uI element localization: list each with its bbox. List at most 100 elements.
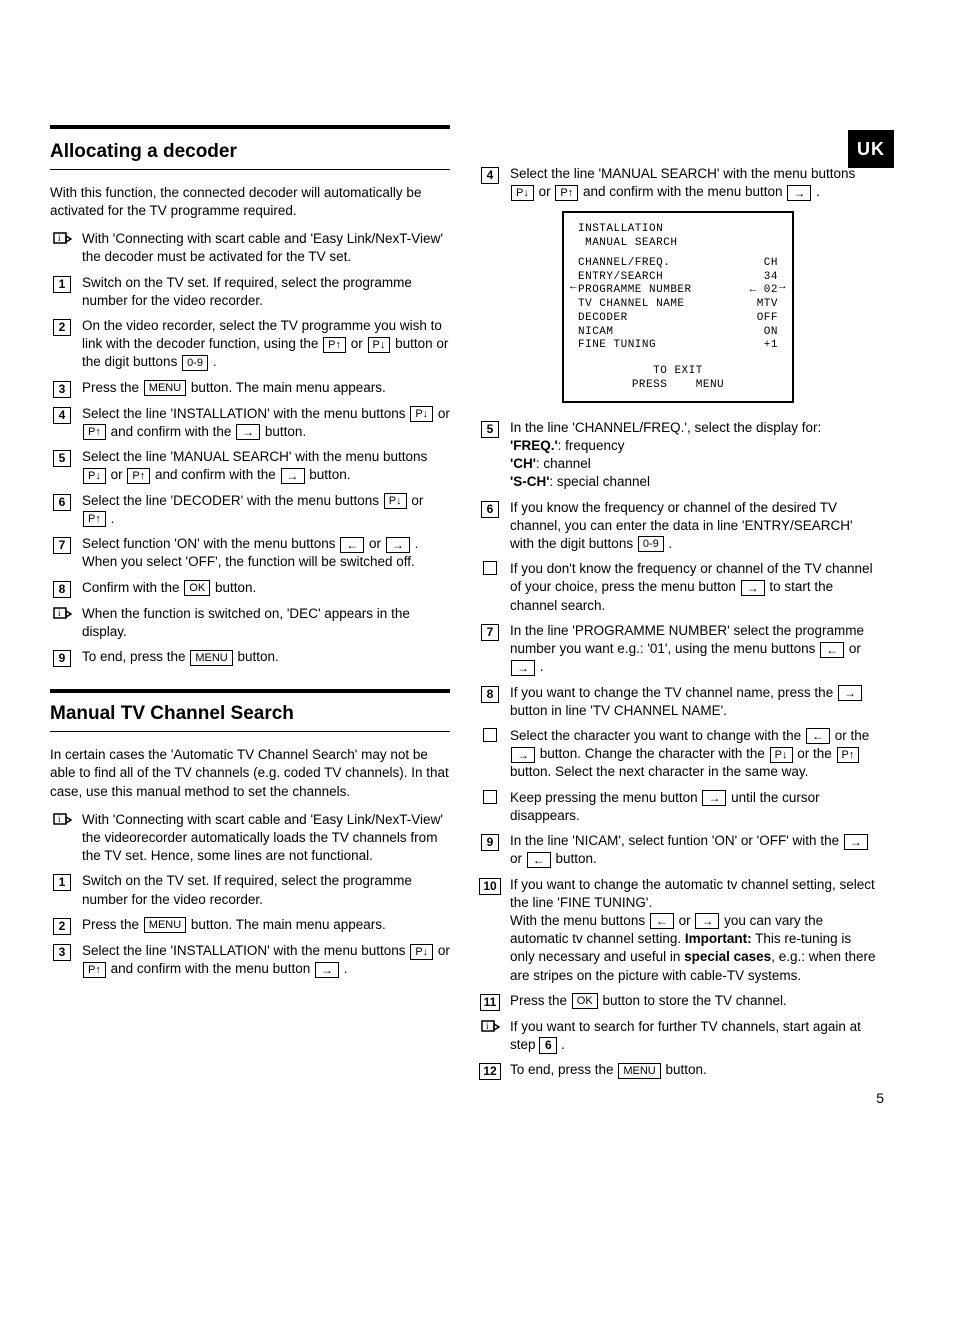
note-item: i With 'Connecting with scart cable and … xyxy=(50,811,450,866)
right-arrow-button: → xyxy=(511,660,535,676)
menu-button: MENU xyxy=(190,650,232,666)
step-text: Press the OK button to store the TV chan… xyxy=(510,992,878,1010)
screen-row: ENTRY/SEARCH34 xyxy=(578,271,778,285)
step-text: If you don't know the frequency or chann… xyxy=(510,560,878,615)
step-5: 5 Select the line 'MANUAL SEARCH' with t… xyxy=(50,448,450,484)
text: button. xyxy=(234,649,279,664)
bold-label: 'FREQ.' xyxy=(510,438,558,453)
screen-title: INSTALLATION MANUAL SEARCH xyxy=(578,223,778,251)
text: . xyxy=(557,1037,565,1052)
text: Select the line 'MANUAL SEARCH' with the… xyxy=(82,449,427,464)
text: or the xyxy=(831,728,869,743)
page-number: 5 xyxy=(876,1089,884,1108)
step-number-box: 6 xyxy=(481,501,499,518)
step-7: 7 Select function 'ON' with the menu but… xyxy=(50,535,450,571)
text: To end, press the xyxy=(82,649,189,664)
text: Press the xyxy=(82,380,143,395)
svg-text:i: i xyxy=(486,1021,489,1031)
text: or xyxy=(408,493,424,508)
intro-text: In certain cases the 'Automatic TV Chann… xyxy=(50,746,450,801)
empty-box-icon xyxy=(483,790,497,804)
digits-button: 0-9 xyxy=(638,536,664,552)
step-text: Select the line 'INSTALLATION' with the … xyxy=(82,942,450,978)
note-text: If you want to search for further TV cha… xyxy=(510,1018,878,1054)
text: To end, press the xyxy=(510,1062,617,1077)
p-down-button: P↓ xyxy=(511,185,534,201)
text: : channel xyxy=(536,456,591,471)
empty-box-icon xyxy=(483,561,497,575)
step-12: 12 To end, press the MENU button. xyxy=(478,1061,878,1080)
empty-box-icon xyxy=(483,728,497,742)
text: Select the line 'MANUAL SEARCH' with the… xyxy=(510,166,855,181)
text: Press the xyxy=(510,993,571,1008)
text: or xyxy=(510,851,526,866)
heading-allocating-decoder: Allocating a decoder xyxy=(50,139,450,165)
heading-underline xyxy=(50,169,450,170)
step-number-box: 9 xyxy=(53,650,71,667)
p-up-button: P↑ xyxy=(83,511,106,527)
screen-row: TV CHANNEL NAMEMTV xyxy=(578,298,778,312)
left-arrow-button: ← xyxy=(650,913,674,929)
step-text: Select the line 'INSTALLATION' with the … xyxy=(82,405,450,441)
p-up-button: P↑ xyxy=(83,424,106,440)
text: . xyxy=(812,184,820,199)
step-text: Switch on the TV set. If required, selec… xyxy=(82,274,450,310)
step-number-box: 8 xyxy=(481,686,499,703)
step-text: If you want to change the automatic tv c… xyxy=(510,876,878,985)
text: and confirm with the xyxy=(151,467,279,482)
screen-row: PROGRAMME NUMBER← 02 xyxy=(578,284,778,298)
text: Select the line 'DECODER' with the menu … xyxy=(82,493,383,508)
sub-item: Keep pressing the menu button → until th… xyxy=(478,789,878,825)
sub-item: Select the character you want to change … xyxy=(478,727,878,782)
step-number-box: 10 xyxy=(479,878,500,895)
step-2: 2 Press the MENU button. The main menu a… xyxy=(50,916,450,935)
heading-underline xyxy=(50,731,450,732)
text: button. xyxy=(261,424,306,439)
text: Select the character you want to change … xyxy=(510,728,805,743)
step-number-box: 1 xyxy=(53,276,71,293)
digits-button: 0-9 xyxy=(182,355,208,371)
text: and confirm with the menu button xyxy=(579,184,786,199)
step-11: 11 Press the OK button to store the TV c… xyxy=(478,992,878,1011)
osd-screen: ← → INSTALLATION MANUAL SEARCH CHANNEL/F… xyxy=(562,211,794,402)
step-text: In the line 'PROGRAMME NUMBER' select th… xyxy=(510,622,878,677)
intro-text: With this function, the connected decode… xyxy=(50,184,450,220)
step-3: 3 Press the MENU button. The main menu a… xyxy=(50,379,450,398)
p-up-button: P↑ xyxy=(837,747,860,763)
text: . xyxy=(665,536,673,551)
step-9: 9 To end, press the MENU button. xyxy=(50,648,450,667)
step-5: 5 In the line 'CHANNEL/FREQ.', select th… xyxy=(478,419,878,492)
section-rule xyxy=(50,125,450,129)
text: or xyxy=(535,184,555,199)
p-down-button: P↓ xyxy=(410,406,433,422)
text: : special channel xyxy=(549,474,650,489)
text: button. xyxy=(662,1062,707,1077)
heading-manual-search: Manual TV Channel Search xyxy=(50,701,450,727)
text: Keep pressing the menu button xyxy=(510,790,701,805)
right-arrow-button: → xyxy=(787,185,811,201)
p-down-button: P↓ xyxy=(770,747,793,763)
text: Select function 'ON' with the menu butto… xyxy=(82,536,339,551)
step-4: 4 Select the line 'INSTALLATION' with th… xyxy=(50,405,450,441)
bold-label: Important: xyxy=(685,931,752,946)
text: Confirm with the xyxy=(82,580,183,595)
p-up-button: P↑ xyxy=(127,468,150,484)
text: button. Select the next character in the… xyxy=(510,764,808,779)
right-arrow-button: → xyxy=(741,580,765,596)
step-6: 6 If you know the frequency or channel o… xyxy=(478,499,878,554)
p-up-button: P↑ xyxy=(323,337,346,353)
step-text: Keep pressing the menu button → until th… xyxy=(510,789,878,825)
step-1: 1 Switch on the TV set. If required, sel… xyxy=(50,872,450,908)
step-number-box: 7 xyxy=(53,537,71,554)
step-text: Select the character you want to change … xyxy=(510,727,878,782)
step-7: 7 In the line 'PROGRAMME NUMBER' select … xyxy=(478,622,878,677)
step-9: 9 In the line 'NICAM', select funtion 'O… xyxy=(478,832,878,868)
step-number-box: 2 xyxy=(53,319,71,336)
text: button. xyxy=(552,851,597,866)
step-text: If you know the frequency or channel of … xyxy=(510,499,878,554)
step-number-box: 12 xyxy=(479,1063,500,1080)
screen-right-arrow-icon: → xyxy=(779,281,786,295)
step-6: 6 Select the line 'DECODER' with the men… xyxy=(50,492,450,528)
p-down-button: P↓ xyxy=(83,468,106,484)
step-number-box: 1 xyxy=(53,874,71,891)
